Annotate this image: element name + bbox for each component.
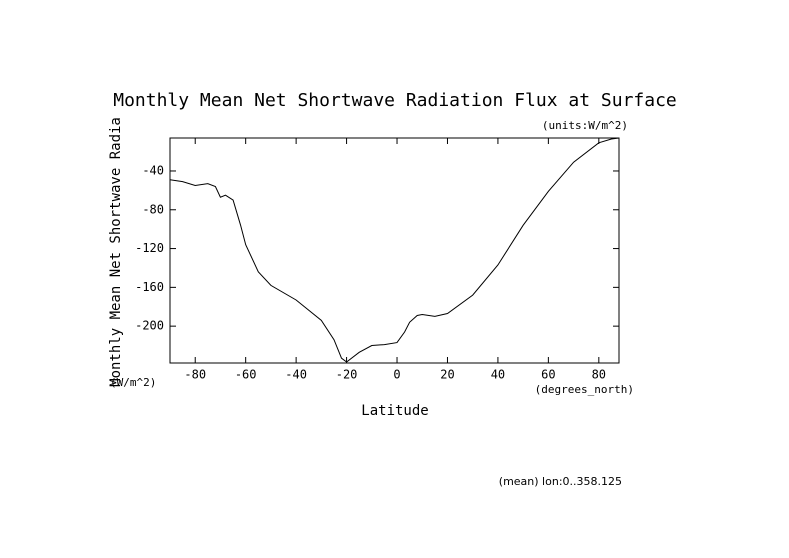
x-tick-label: 20: [440, 368, 454, 382]
units-note: (units:W/m^2): [542, 119, 628, 132]
x-tick-label: 0: [393, 368, 400, 382]
data-line: [169, 137, 620, 363]
y-tick-label: -200: [135, 319, 164, 333]
x-tick-label: 80: [592, 368, 606, 382]
x-tick-label: -20: [336, 368, 358, 382]
x-tick-label: 60: [541, 368, 555, 382]
x-unit: (degrees_north): [535, 383, 634, 396]
y-axis-label: Monthly Mean Net Shortwave Radia: [108, 117, 124, 387]
chart-title: Monthly Mean Net Shortwave Radiation Flu…: [113, 90, 677, 111]
plot-frame: [169, 137, 620, 364]
x-tick-label: -60: [235, 368, 257, 382]
x-tick-label: 40: [491, 368, 505, 382]
x-tick-label: -40: [285, 368, 307, 382]
y-tick-label: -160: [135, 280, 164, 294]
y-tick-label: -40: [142, 163, 164, 177]
y-tick-label: -80: [142, 202, 164, 216]
x-axis-label: Latitude: [361, 403, 428, 419]
y-tick-label: -120: [135, 241, 164, 255]
x-tick-label: -80: [184, 368, 206, 382]
footnote: (mean) lon:0..358.125: [499, 475, 622, 488]
y-unit: (W/m^2): [110, 376, 156, 389]
